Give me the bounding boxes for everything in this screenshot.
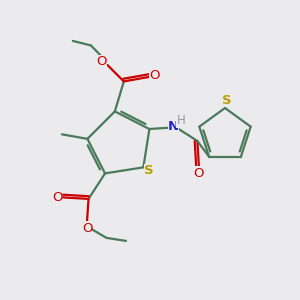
Text: H: H	[176, 114, 185, 128]
Text: O: O	[97, 55, 107, 68]
Text: O: O	[82, 221, 92, 235]
Text: O: O	[149, 69, 160, 82]
Text: O: O	[52, 191, 62, 204]
Text: O: O	[194, 167, 204, 180]
Text: S: S	[222, 94, 231, 107]
Text: N: N	[168, 119, 179, 133]
Text: S: S	[144, 164, 154, 177]
